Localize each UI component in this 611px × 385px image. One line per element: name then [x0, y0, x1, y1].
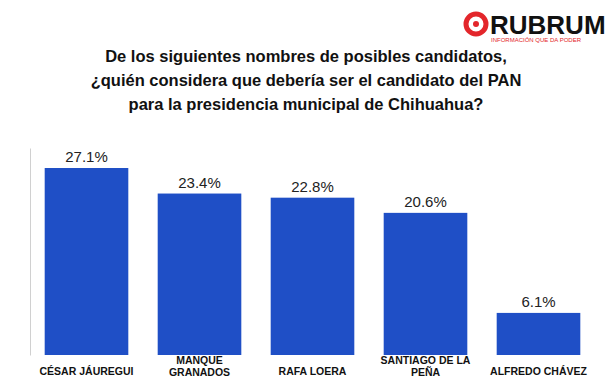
x-tick: CÉSAR JÁUREGUI [40, 355, 134, 377]
x-tick: RAFA LOERA [279, 355, 347, 377]
data-labels: 27.1% 23.4% 22.8% 20.6% 6.1% [65, 148, 555, 310]
bar [158, 194, 242, 355]
data-label: 20.6% [404, 193, 447, 210]
title-line: De los siguientes nombres de posibles ca… [105, 47, 507, 65]
title: De los siguientes nombres de posibles ca… [91, 47, 522, 113]
x-axis: CÉSAR JÁUREGUI MANQUEGRANADOS RAFA LOERA SA… [40, 354, 588, 378]
data-label: 6.1% [521, 293, 555, 310]
title-line: ¿quién considera que debería ser el cand… [91, 71, 522, 89]
logo-ring [466, 14, 486, 34]
x-tick: MANQUEGRANADOS [169, 354, 230, 378]
x-tick-label-line: GRANADOS [169, 366, 230, 378]
background [0, 0, 611, 385]
bar [497, 313, 581, 355]
data-label: 23.4% [178, 174, 221, 191]
x-tick-label-line: PEÑA [411, 366, 441, 378]
logo-text: RUBRUM [490, 10, 606, 40]
logo: RUBRUMINFORMACIÓN QUE DA PODER [466, 10, 606, 43]
y-axis [30, 149, 31, 356]
logo-dot [473, 21, 479, 27]
bar [271, 198, 355, 355]
title-line: para la presidencia municipal de Chihuah… [129, 95, 484, 113]
x-tick-label: ALFREDO CHÁVEZ [490, 365, 587, 377]
x-tick-label-line: SANTIAGO DE LA [381, 354, 471, 366]
bar [384, 213, 468, 355]
x-tick: SANTIAGO DE LAPEÑA [381, 354, 471, 378]
y-axis-line [30, 149, 31, 356]
x-tick-label-line: MANQUE [176, 354, 223, 366]
x-tick-label: RAFA LOERA [279, 365, 347, 377]
x-tick-label: CÉSAR JÁUREGUI [40, 365, 134, 377]
bars [45, 168, 581, 355]
bar [45, 168, 129, 355]
x-tick: ALFREDO CHÁVEZ [490, 355, 587, 377]
logo-tagline: INFORMACIÓN QUE DA PODER [491, 37, 582, 43]
data-label: 27.1% [65, 148, 108, 165]
data-label: 22.8% [291, 178, 334, 195]
x-tick-label: SANTIAGO DE LAPEÑA [381, 354, 471, 378]
x-tick-label: MANQUEGRANADOS [169, 354, 230, 378]
